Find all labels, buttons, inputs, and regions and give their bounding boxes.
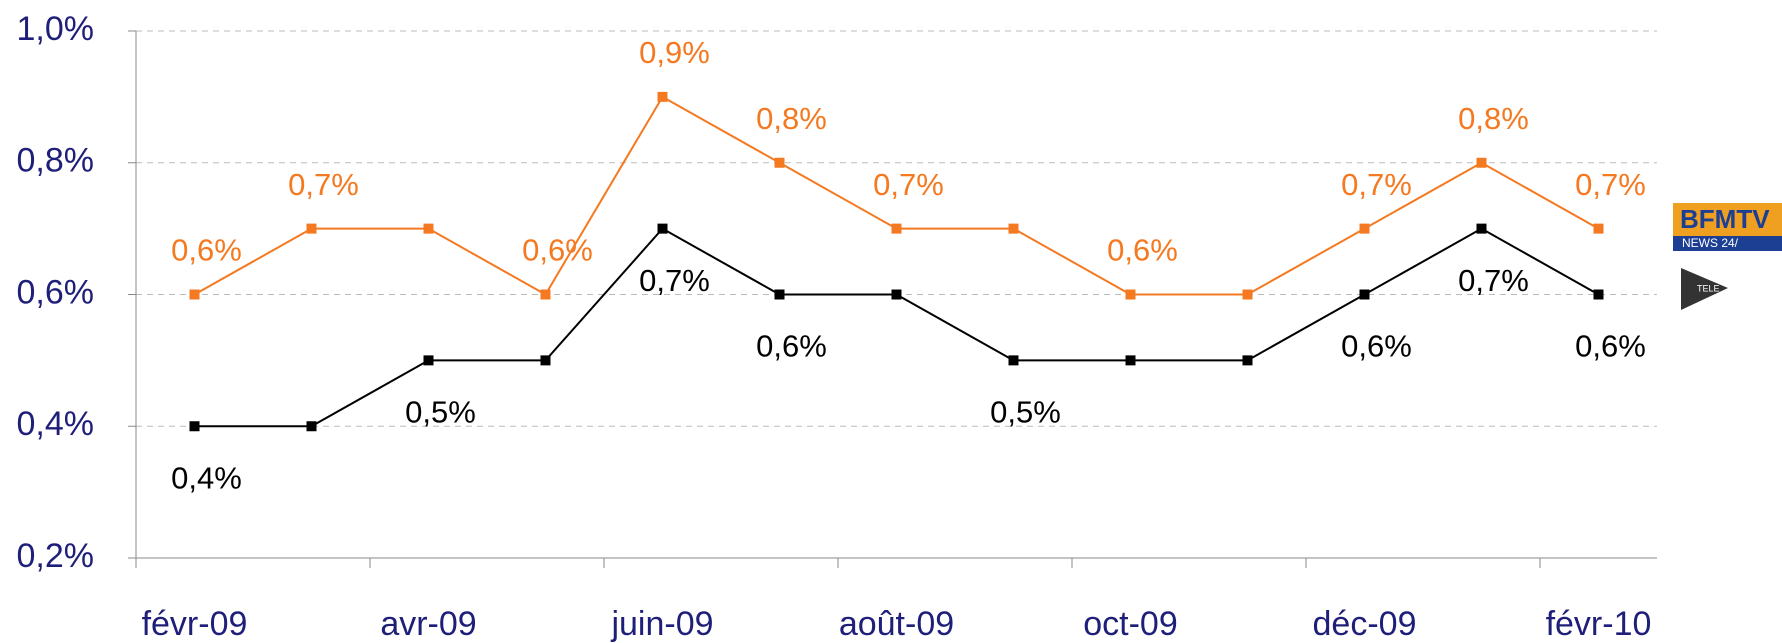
data-label: 0,6% <box>1341 329 1412 364</box>
itele-logo: TELE <box>1681 268 1728 310</box>
data-label: 0,6% <box>171 233 242 268</box>
data-label: 0,7% <box>873 167 944 202</box>
y-tick-label: 0,8% <box>17 142 95 180</box>
data-point <box>1125 355 1136 366</box>
data-label: 0,6% <box>1107 233 1178 268</box>
data-label: 0,7% <box>1458 263 1529 298</box>
y-tick-label: 1,0% <box>17 10 95 48</box>
logo-text: TELE <box>1697 283 1720 293</box>
data-label: 0,4% <box>171 460 242 495</box>
bfmtv-logo: BFMTV NEWS 24/ <box>1673 203 1782 251</box>
data-point <box>1476 223 1487 234</box>
data-label: 0,5% <box>405 395 476 430</box>
data-point <box>657 223 668 234</box>
data-point <box>1242 355 1253 366</box>
logo-subtext: NEWS 24/ <box>1682 236 1739 250</box>
data-label: 0,6% <box>1575 329 1646 364</box>
data-label: 0,8% <box>1458 101 1529 136</box>
data-point <box>1593 223 1604 234</box>
x-tick-label: août-09 <box>839 605 954 643</box>
data-point <box>189 421 200 432</box>
data-point <box>1242 289 1253 300</box>
data-point <box>891 223 902 234</box>
x-tick-label: oct-09 <box>1083 605 1178 643</box>
data-point <box>1008 355 1019 366</box>
data-label: 0,6% <box>522 233 593 268</box>
data-point <box>657 91 668 102</box>
data-point <box>1593 289 1604 300</box>
logo-band <box>1673 236 1782 251</box>
x-tick-label: déc-09 <box>1313 605 1417 643</box>
data-point <box>1359 223 1370 234</box>
data-point <box>1476 157 1487 168</box>
data-label: 0,7% <box>639 263 710 298</box>
y-tick-label: 0,4% <box>17 405 95 443</box>
data-point <box>1359 289 1370 300</box>
data-point <box>540 289 551 300</box>
data-point <box>774 289 785 300</box>
data-label: 0,7% <box>288 167 359 202</box>
data-point <box>306 223 317 234</box>
data-label: 0,6% <box>756 329 827 364</box>
x-tick-label: juin-09 <box>610 605 713 643</box>
data-label: 0,8% <box>756 101 827 136</box>
data-point <box>1008 223 1019 234</box>
data-label: 0,5% <box>990 395 1061 430</box>
data-point <box>189 289 200 300</box>
logo-shape <box>1681 268 1728 310</box>
y-tick-label: 0,6% <box>17 273 95 311</box>
data-label: 0,7% <box>1341 167 1412 202</box>
data-point <box>774 157 785 168</box>
data-point <box>306 421 317 432</box>
data-point <box>540 355 551 366</box>
data-label: 0,7% <box>1575 167 1646 202</box>
x-tick-label: avr-09 <box>380 605 476 643</box>
data-point <box>891 289 902 300</box>
logo-text: BFMTV <box>1680 204 1770 234</box>
x-tick-label: févr-10 <box>1546 605 1652 643</box>
data-point <box>423 355 434 366</box>
data-label: 0,9% <box>639 35 710 70</box>
data-point <box>423 223 434 234</box>
y-tick-label: 0,2% <box>17 537 95 575</box>
x-tick-label: févr-09 <box>142 605 248 643</box>
data-point <box>1125 289 1136 300</box>
